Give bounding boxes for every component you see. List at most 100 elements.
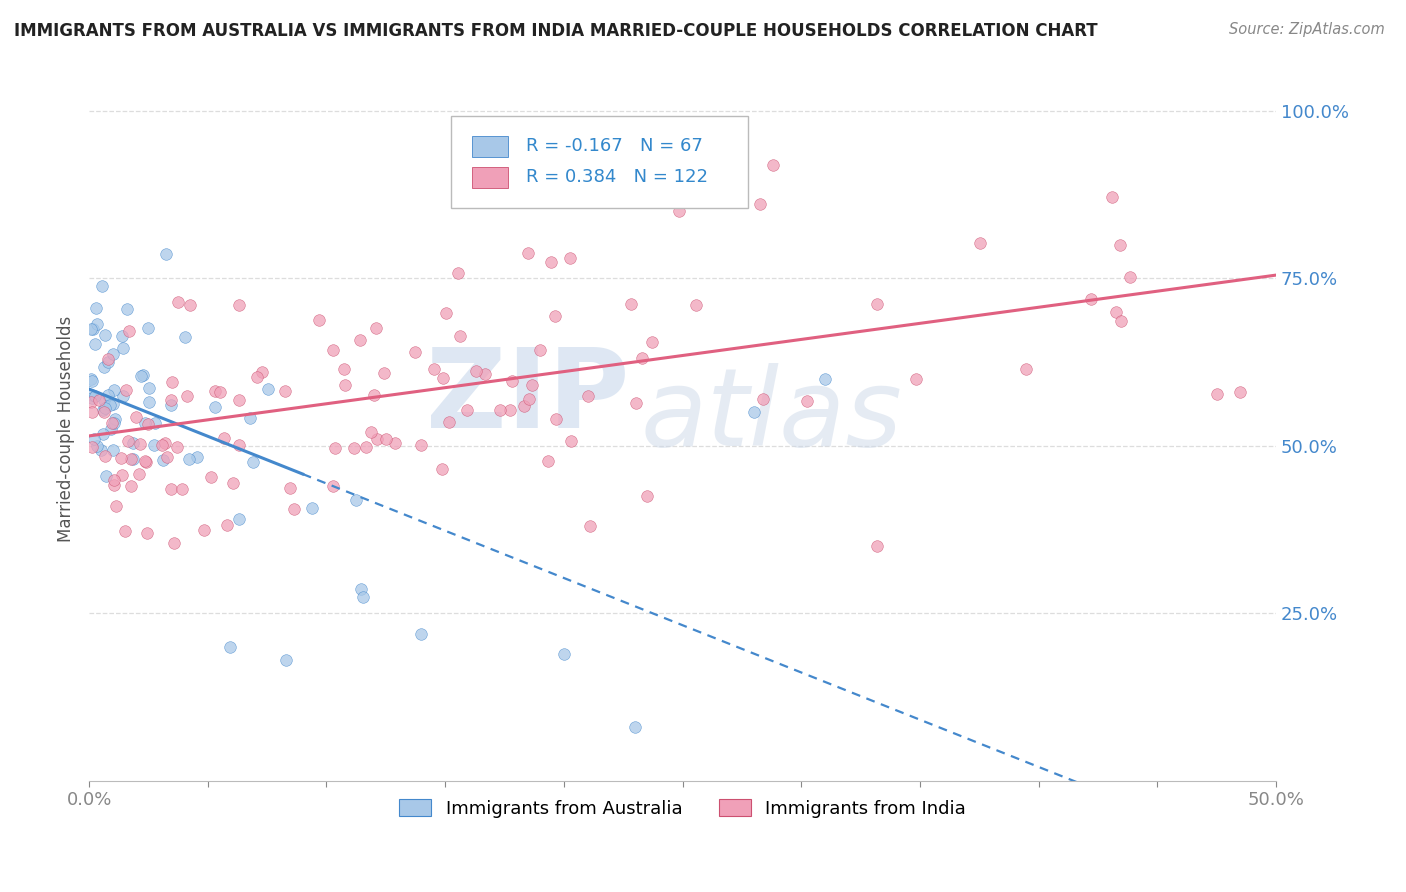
Point: [87, 393, 110, 408]
Point: [576, 389, 599, 403]
Point: [630, 351, 652, 366]
Point: [118, 324, 141, 338]
Point: [529, 343, 551, 357]
Point: [125, 409, 148, 424]
Point: [384, 436, 406, 450]
Point: [449, 328, 471, 343]
Point: [174, 329, 197, 343]
Point: [150, 437, 173, 451]
Text: ZIP: ZIP: [426, 344, 628, 451]
Point: [94, 328, 117, 343]
Point: [250, 365, 273, 379]
Point: [80, 374, 103, 388]
Point: [242, 455, 264, 469]
Y-axis label: Married-couple Households: Married-couple Households: [58, 316, 75, 542]
Point: [204, 400, 226, 414]
Point: [80, 372, 103, 386]
Point: [153, 436, 176, 450]
Point: [134, 453, 156, 467]
Point: [111, 389, 134, 403]
Point: [276, 653, 298, 667]
Point: [86, 318, 108, 332]
Point: [193, 523, 215, 537]
Text: R = 0.384   N = 122: R = 0.384 N = 122: [526, 169, 707, 186]
Point: [136, 320, 159, 334]
Point: [544, 412, 567, 426]
Point: [91, 279, 114, 293]
Point: [143, 437, 166, 451]
Point: [517, 246, 540, 260]
Point: [322, 479, 344, 493]
Point: [624, 720, 647, 734]
Point: [283, 502, 305, 516]
Point: [103, 477, 125, 491]
Point: [344, 493, 367, 508]
Point: [134, 417, 156, 431]
Text: atlas: atlas: [641, 363, 903, 467]
Point: [245, 370, 267, 384]
Point: [540, 255, 562, 269]
Point: [1109, 314, 1132, 328]
Point: [333, 378, 356, 392]
Point: [404, 345, 426, 359]
Point: [228, 392, 250, 407]
Point: [866, 540, 889, 554]
Point: [278, 481, 301, 495]
Point: [209, 385, 232, 400]
Point: [579, 519, 602, 533]
Point: [132, 368, 155, 383]
Point: [558, 252, 581, 266]
Point: [219, 640, 242, 654]
Point: [474, 367, 496, 381]
Point: [160, 375, 183, 389]
Point: [166, 440, 188, 454]
Point: [501, 374, 523, 388]
Text: R = -0.167   N = 67: R = -0.167 N = 67: [526, 137, 703, 155]
Point: [91, 403, 114, 417]
Point: [752, 392, 775, 407]
Point: [131, 368, 153, 383]
Point: [668, 204, 690, 219]
Point: [499, 402, 522, 417]
Point: [343, 441, 366, 455]
Point: [364, 321, 387, 335]
Point: [228, 512, 250, 526]
Point: [120, 479, 142, 493]
Point: [82, 440, 104, 454]
Point: [1205, 387, 1227, 401]
Point: [80, 394, 103, 409]
Point: [163, 535, 186, 549]
Point: [114, 524, 136, 538]
Text: Source: ZipAtlas.com: Source: ZipAtlas.com: [1229, 22, 1385, 37]
Point: [82, 322, 104, 336]
Point: [115, 383, 138, 397]
Point: [222, 475, 245, 490]
Point: [360, 425, 382, 439]
Point: [122, 452, 145, 467]
Point: [217, 518, 239, 533]
Point: [1105, 305, 1128, 319]
Point: [80, 388, 103, 402]
Point: [177, 451, 200, 466]
Point: [101, 397, 124, 411]
Point: [560, 434, 582, 448]
Point: [439, 415, 461, 429]
Text: IMMIGRANTS FROM AUSTRALIA VS IMMIGRANTS FROM INDIA MARRIED-COUPLE HOUSEHOLDS COR: IMMIGRANTS FROM AUSTRALIA VS IMMIGRANTS …: [14, 22, 1098, 40]
Point: [624, 396, 647, 410]
Point: [308, 313, 330, 327]
Point: [138, 382, 160, 396]
Point: [1229, 384, 1251, 399]
Point: [761, 157, 783, 171]
Point: [513, 400, 536, 414]
Point: [204, 384, 226, 399]
Point: [93, 393, 115, 408]
Point: [179, 298, 201, 312]
Point: [422, 362, 444, 376]
Point: [110, 450, 132, 465]
Point: [228, 438, 250, 452]
Point: [128, 467, 150, 481]
Point: [80, 405, 103, 419]
Point: [90, 443, 112, 458]
Point: [104, 412, 127, 426]
FancyBboxPatch shape: [451, 116, 748, 208]
